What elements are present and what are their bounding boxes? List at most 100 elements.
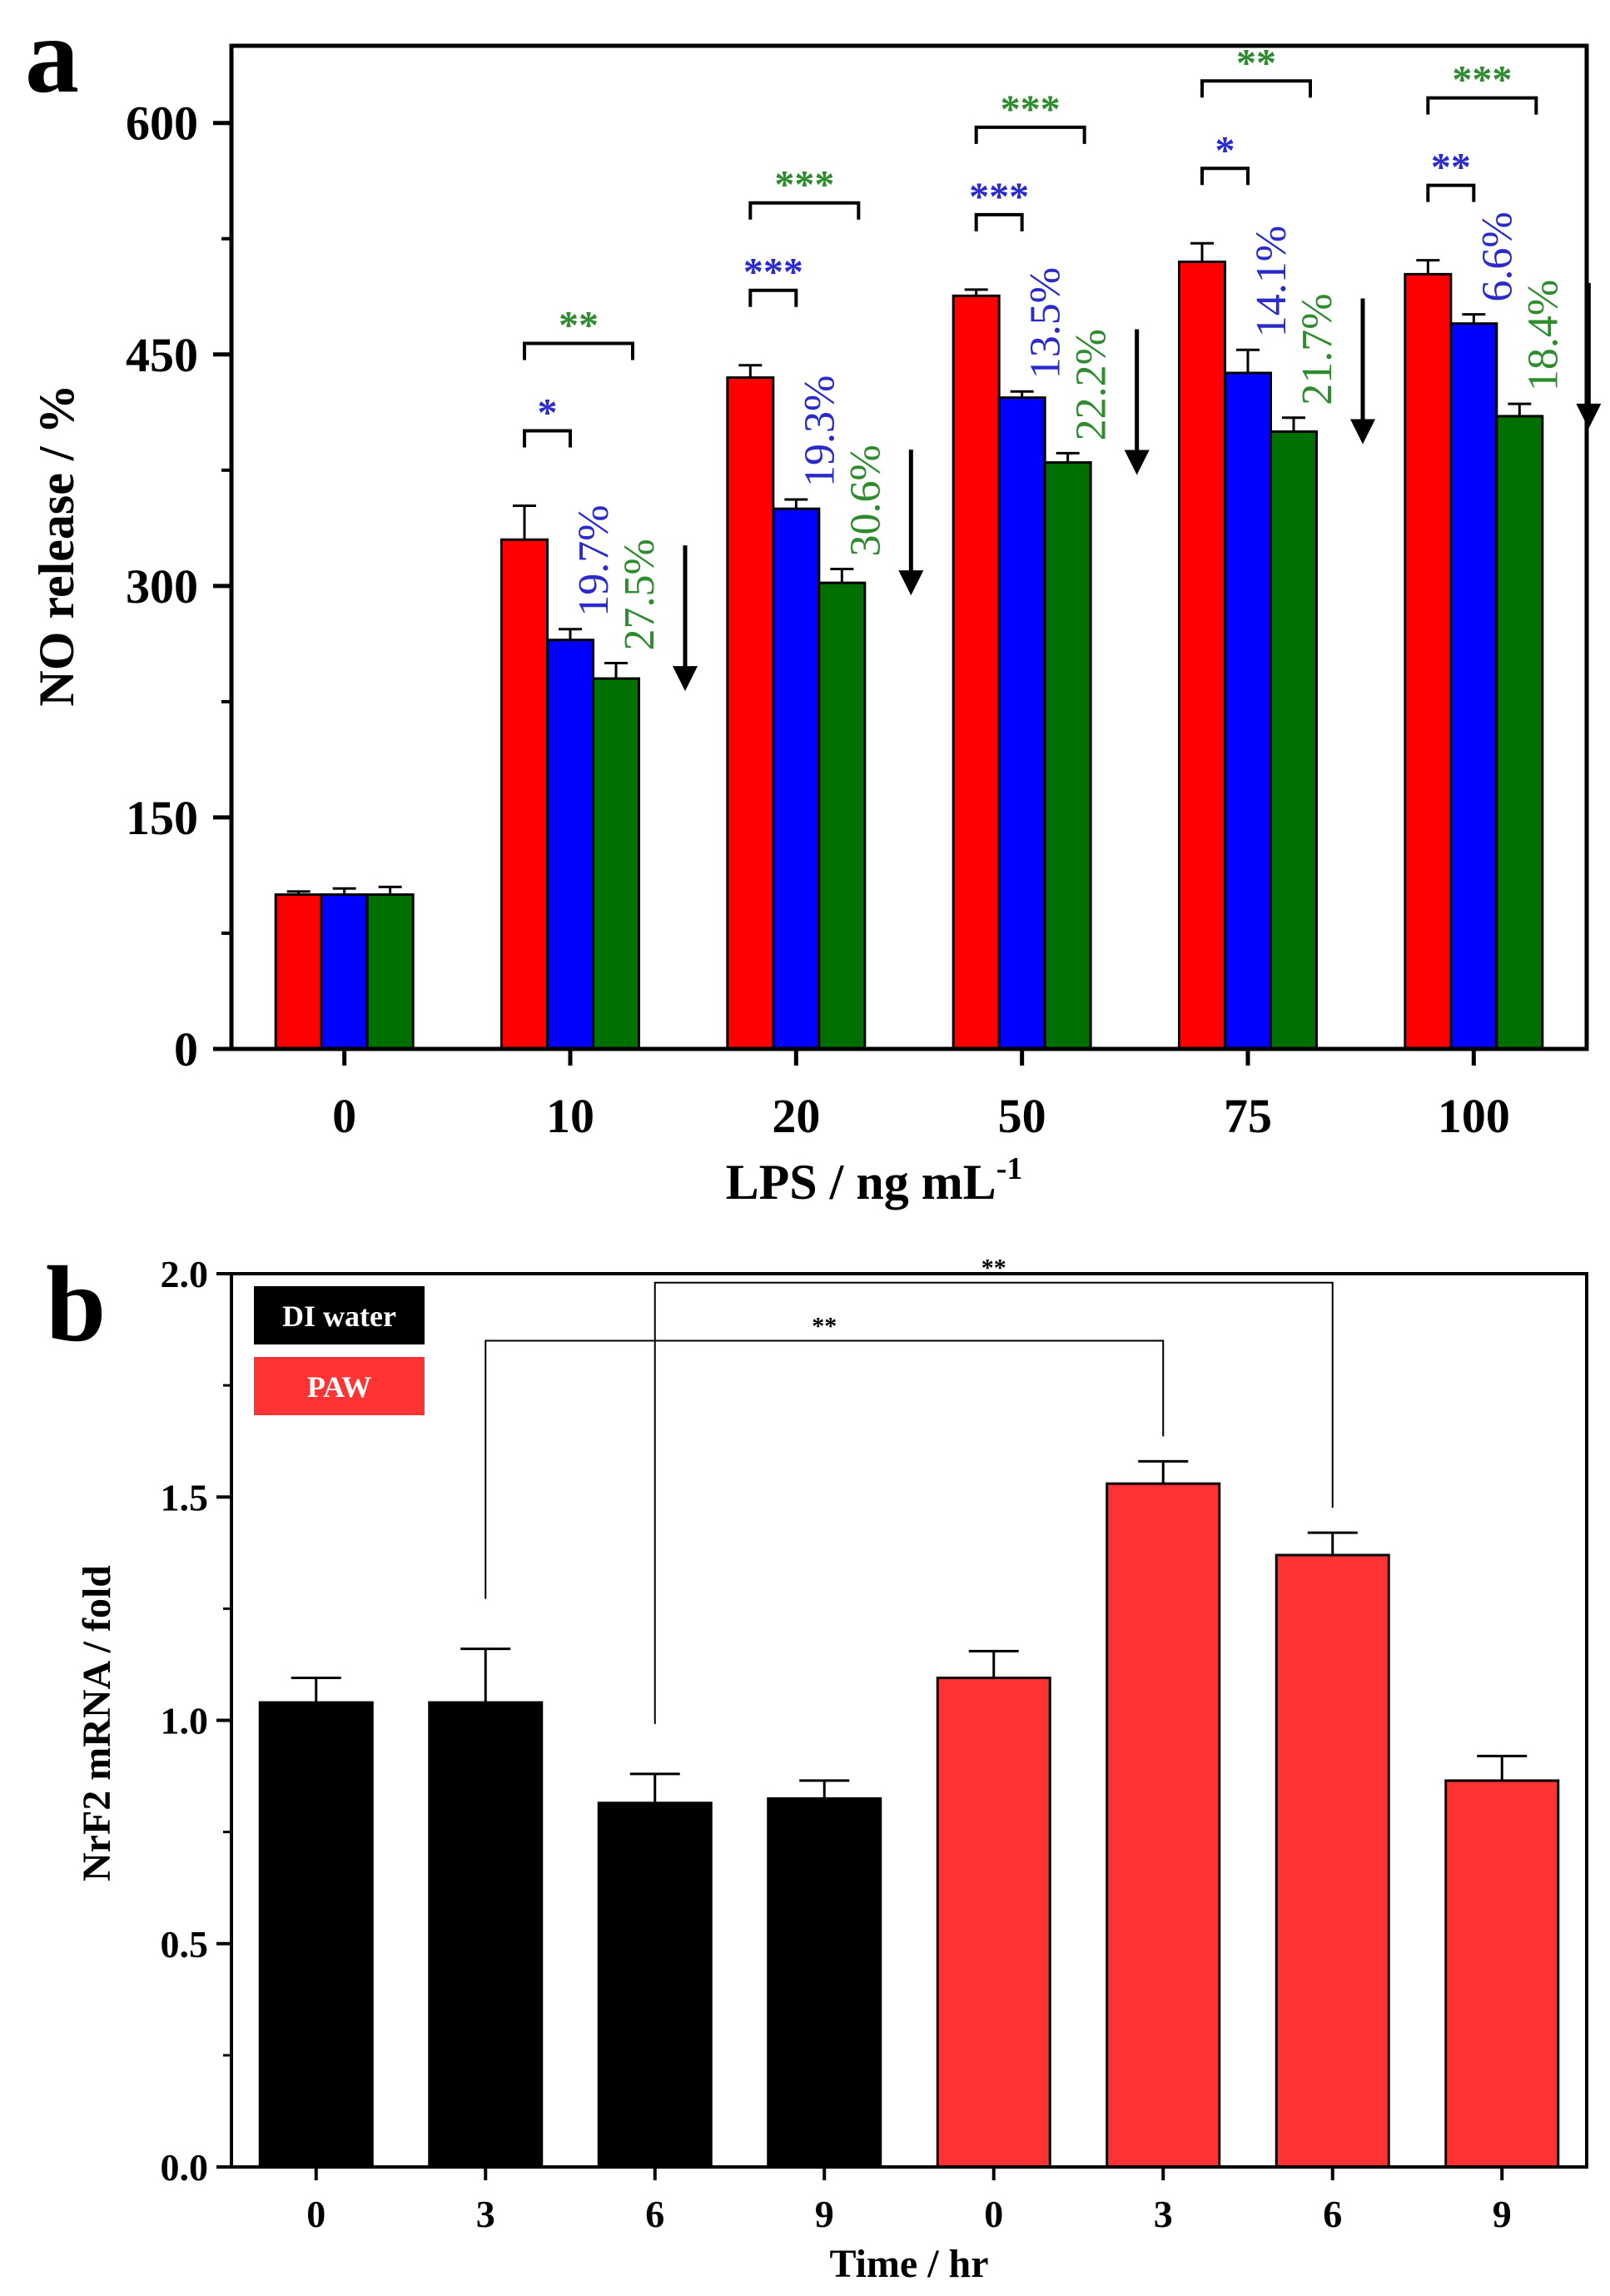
panel-a-significance-bracket-green-1 [523,341,634,360]
panel-a-significance-bracket-blue-2 [748,288,798,307]
panel-a-significance-bracket-blue-3 [974,212,1024,231]
panel-a-significance-bracket-green-3 [974,125,1086,144]
panel-a-bar-blue-0 [320,893,369,1051]
panel-b-x-tick-label-0: 0 [306,2193,325,2235]
panel-a-x-axis-label-main: LPS / ng mL [726,1155,996,1210]
panel-b-y-tick-label-2: 1.0 [161,1700,209,1742]
panel-b-x-tick-label-1: 3 [476,2193,495,2235]
panel-a-significance-bracket-blue-1 [523,429,572,448]
panel-a-decrease-arrow-head-3 [1124,450,1150,475]
panel-b-bars [258,1459,1560,2169]
panel-a-reduction-label-green-2: 30.6% [842,445,889,556]
panel-a-bar-green-3 [1043,461,1092,1051]
panel-a-bar-red-1 [500,538,549,1051]
panel-a-x-tick-label-2: 20 [772,1089,820,1143]
panel-a-decrease-arrow-head-4 [1350,419,1375,445]
panel-a-label: a [25,0,79,116]
panel-b-significance-stars-0: ** [812,1312,837,1339]
panel-a-bar-blue-1 [546,639,594,1051]
panel-a-y-tick-label-4: 600 [126,97,198,151]
panel-a-bar-blue-4 [1224,371,1272,1051]
panel-b-axes: 0.0 0.5 1.0 1.5 2.0 0 3 6 9 0 3 6 9 [161,1253,1512,2235]
panel-a-x-axis-label-superscript: -1 [996,1151,1023,1186]
panel-a-bar-red-4 [1178,261,1226,1051]
panel-a-bar-blue-5 [1449,322,1498,1051]
panel-b-y-tick-label-0: 0.0 [161,2146,209,2189]
panel-a-bar-red-2 [726,376,775,1051]
panel-a-bar-blue-3 [997,396,1046,1051]
panel-a-x-tick-label-0: 0 [332,1089,356,1143]
panel-a-significance-stars-blue-3: *** [969,175,1029,219]
panel-b-significance-bracket-0 [484,1339,1165,1599]
panel-a-bar-green-0 [365,893,415,1051]
panel-a-x-axis-label: LPS / ng mL-1 [726,1151,1023,1210]
panel-a-reduction-label-blue-1: 19.7% [570,504,618,616]
panel-a-significance-stars-green-1: ** [559,303,599,347]
panel-a-reduction-label-blue-5: 6.6% [1473,211,1521,301]
panel-a-bar-red-0 [274,893,323,1051]
panel-b-y-tick-label-3: 1.5 [161,1476,209,1518]
panel-b-bar-0 [258,1701,374,2169]
panel-b-legend-label-0: DI water [282,1300,396,1333]
panel-a-bar-red-3 [952,294,1001,1051]
panel-b-bar-1 [428,1701,544,2169]
panel-a-significance-stars-green-5: *** [1452,58,1512,102]
panel-b-x-tick-label-3: 9 [815,2193,834,2235]
panel-b-significance-bracket-1 [653,1281,1334,1724]
panel-b-y-tick-label-4: 2.0 [161,1253,209,1295]
panel-b-legend: DI water PAW [254,1286,425,1415]
panel-b-bar-4 [936,1677,1051,2169]
panel-a-y-tick-label-0: 0 [174,1022,198,1076]
panel-b-bar-2 [597,1802,713,2169]
panel-a-significance-stars-blue-1: * [538,390,558,435]
panel-b-legend-swatch-1 [254,1357,425,1415]
panel-a-bar-green-1 [592,677,640,1051]
panel-a-y-tick-label-3: 450 [126,328,198,382]
panel-a-significance-bracket-green-2 [748,201,861,220]
panel-a-y-axis-label: NO release / % [29,384,84,706]
panel-a-annotations: 19.7%27.5%***19.3%30.6%******13.5%22.2%*… [523,41,1602,692]
panel-a-significance-bracket-green-5 [1426,96,1538,115]
panel-a-reduction-label-green-4: 21.7% [1294,293,1341,405]
panel-a-reduction-label-green-5: 18.4% [1519,280,1567,391]
panel-b-label: b [46,1245,106,1364]
panel-b-bar-3 [767,1797,882,2169]
panel-a-bar-blue-2 [772,507,821,1051]
panel-a-significance-stars-blue-4: * [1215,128,1235,172]
panel-b-x-tick-label-4: 0 [984,2193,1003,2235]
panel-a-significance-stars-green-4: ** [1236,41,1276,85]
panel-b-bar-6 [1275,1553,1390,2169]
panel-a-y-tick-label-1: 150 [126,791,198,845]
panel-b-annotations: ** ** [484,1255,1334,1724]
panel-a-decrease-arrow-head-2 [898,570,924,596]
panel-a-reduction-label-blue-3: 13.5% [1022,267,1070,379]
panel-b-y-tick-label-1: 0.5 [161,1923,209,1966]
panel-a-bar-green-5 [1495,415,1544,1051]
panel-a-bar-red-5 [1404,272,1453,1051]
panel-a-bar-green-4 [1270,430,1318,1051]
panel-a-significance-stars-blue-5: ** [1431,146,1471,190]
panel-a-x-tick-label-5: 100 [1438,1089,1510,1143]
panel-b-legend-label-1: PAW [307,1370,371,1404]
panel-b-x-tick-label-6: 6 [1323,2193,1342,2235]
panel-a-bar-green-2 [817,581,867,1051]
panel-a-x-tick-label-1: 10 [546,1089,594,1143]
panel-b-bar-5 [1106,1482,1221,2169]
panel-a-x-tick-label-4: 75 [1224,1089,1272,1143]
panel-b-significance-stars-1: ** [981,1255,1006,1282]
panel-a-significance-stars-green-2: *** [774,163,834,207]
panel-a-y-tick-label-2: 300 [126,559,198,614]
panel-b-legend-swatch-0 [254,1286,425,1344]
panel-a-axes: 0 150 300 450 600 0 10 20 50 75 100 [126,97,1510,1143]
panel-a-reduction-label-green-3: 22.2% [1068,329,1116,440]
panel-a-plot-frame [229,43,1589,1051]
panel-b-bar-7 [1444,1779,1560,2169]
panel-a-significance-stars-blue-2: *** [743,251,803,295]
panel-a-reduction-label-blue-2: 19.3% [796,375,843,487]
panel-a-significance-bracket-blue-4 [1200,166,1250,186]
panel-b-x-tick-label-2: 6 [645,2193,664,2235]
panel-a-significance-stars-green-3: *** [1001,87,1061,132]
panel-a-decrease-arrow-head-1 [673,666,698,692]
panel-a-significance-bracket-blue-5 [1426,183,1476,202]
